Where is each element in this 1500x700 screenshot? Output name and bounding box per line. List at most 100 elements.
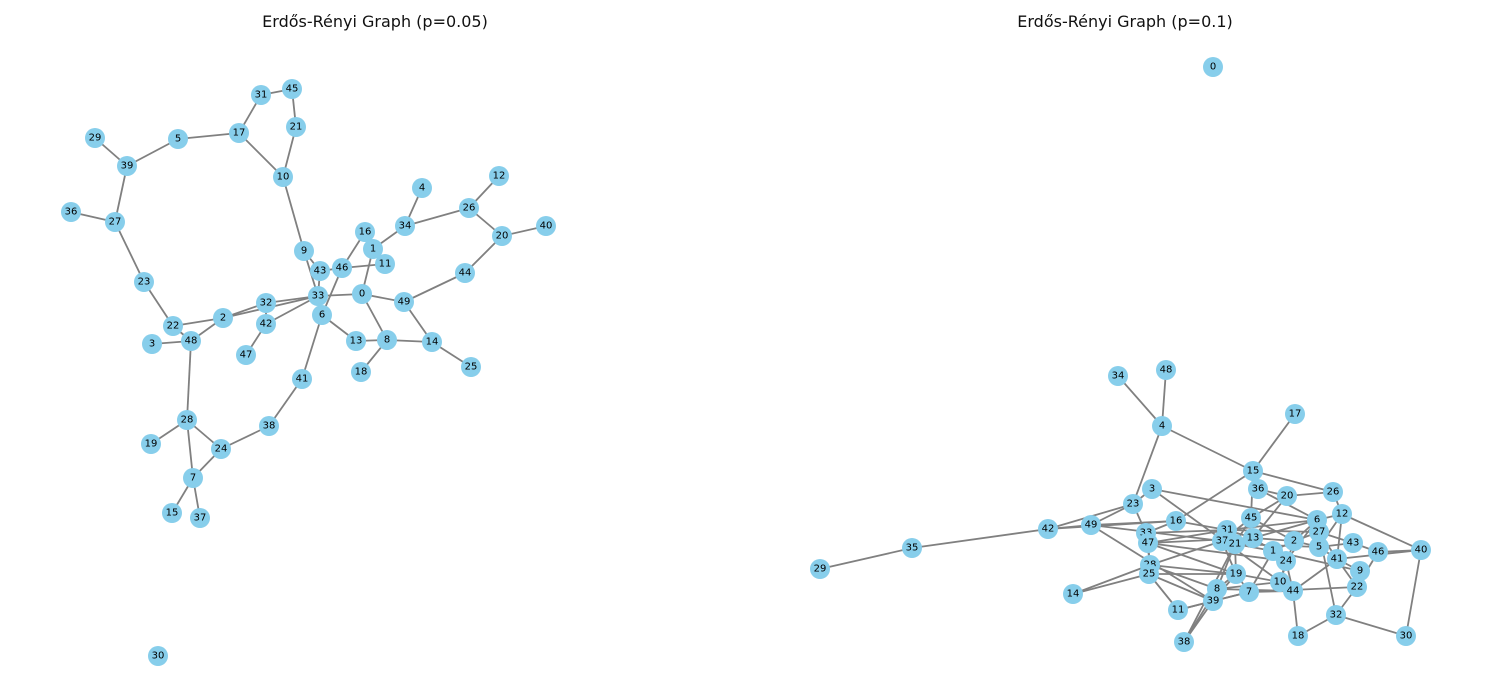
node-circle [395, 216, 415, 236]
node-circle [1226, 564, 1246, 584]
node-label: 33 [1140, 528, 1153, 539]
node-label: 1 [1270, 546, 1276, 557]
node-label: 20 [1281, 491, 1294, 502]
node-41: 41 [1327, 549, 1347, 569]
node-label: 16 [1170, 516, 1183, 527]
node-circle [536, 216, 556, 236]
node-26: 26 [459, 198, 479, 218]
node-circle [1285, 404, 1305, 424]
node-25: 25 [1139, 564, 1159, 584]
node-12: 12 [1332, 504, 1352, 524]
node-circle [1411, 540, 1431, 560]
graph-title-left: Erdős-Rényi Graph (p=0.05) [262, 12, 488, 31]
node-39: 39 [1203, 591, 1223, 611]
node-circle [1108, 366, 1128, 386]
node-circle [377, 330, 397, 350]
node-38: 38 [259, 416, 279, 436]
graph-panel-left: Erdős-Rényi Graph (p=0.05) 45 31 29 5 17 21 39… [61, 12, 556, 666]
node-41: 41 [292, 369, 312, 389]
node-label: 29 [814, 564, 827, 575]
node-label: 23 [1127, 499, 1140, 510]
node-label: 14 [1067, 589, 1080, 600]
node-circle [162, 503, 182, 523]
node-label: 8 [384, 335, 390, 346]
node-label: 39 [1207, 596, 1220, 607]
node-circle [1276, 551, 1296, 571]
node-circle [355, 222, 375, 242]
node-43: 43 [310, 261, 330, 281]
edge-34-4 [1117, 375, 1163, 427]
node-label: 46 [336, 263, 349, 274]
node-48: 48 [181, 331, 201, 351]
node-24: 24 [211, 439, 231, 459]
node-label: 37 [1216, 536, 1229, 547]
graph-title-right: Erdős-Rényi Graph (p=0.1) [1017, 12, 1233, 31]
node-2: 2 [1284, 531, 1304, 551]
node-label: 3 [149, 339, 155, 350]
node-label: 24 [215, 444, 228, 455]
node-40: 40 [536, 216, 556, 236]
node-43: 43 [1343, 533, 1363, 553]
edge-49-16 [1090, 520, 1177, 526]
node-49: 49 [1081, 515, 1101, 535]
node-label: 30 [152, 651, 165, 662]
node-label: 13 [1247, 533, 1260, 544]
node-49: 49 [394, 292, 414, 312]
node-45: 45 [282, 79, 302, 99]
node-label: 45 [1245, 513, 1258, 524]
node-0: 0 [352, 284, 372, 304]
node-23: 23 [134, 272, 154, 292]
node-circle [61, 202, 81, 222]
node-21: 21 [1225, 534, 1245, 554]
node-label: 15 [1247, 466, 1260, 477]
node-circle [1327, 549, 1347, 569]
node-circle [312, 305, 332, 325]
node-label: 34 [1112, 371, 1125, 382]
edge-4-23 [1132, 425, 1163, 505]
edge-32-30 [1335, 614, 1407, 637]
node-circle [308, 286, 328, 306]
node-circle [1174, 632, 1194, 652]
node-circle [1283, 581, 1303, 601]
node-34: 34 [395, 216, 415, 236]
node-circle [310, 261, 330, 281]
node-label: 11 [1172, 605, 1185, 616]
node-46: 46 [1368, 542, 1388, 562]
node-circle [1350, 561, 1370, 581]
node-17: 17 [1285, 404, 1305, 424]
node-label: 35 [906, 543, 919, 554]
node-circle [346, 331, 366, 351]
node-circle [422, 332, 442, 352]
node-circle [1081, 515, 1101, 535]
node-circle [1284, 531, 1304, 551]
node-circle [489, 166, 509, 186]
edge-35-29 [819, 547, 913, 570]
edge-39-25 [1148, 573, 1214, 602]
node-13: 13 [1243, 528, 1263, 548]
node-22: 22 [163, 316, 183, 336]
node-circle [902, 538, 922, 558]
node-circle [211, 439, 231, 459]
node-label: 49 [1085, 520, 1098, 531]
node-label: 2 [220, 313, 226, 324]
node-39: 39 [117, 156, 137, 176]
edge-31-47 [1147, 529, 1228, 544]
node-circle [394, 292, 414, 312]
node-20: 20 [1277, 486, 1297, 506]
node-circle [492, 226, 512, 246]
node-30: 30 [148, 646, 168, 666]
node-label: 41 [296, 374, 309, 385]
node-29: 29 [85, 128, 105, 148]
edge-17-15 [1252, 413, 1296, 472]
node-7: 7 [183, 468, 203, 488]
node-label: 47 [1142, 538, 1155, 549]
node-circle [292, 369, 312, 389]
node-circle [1309, 522, 1329, 542]
node-circle [1396, 626, 1416, 646]
node-circle [286, 117, 306, 137]
edge-31-27 [1226, 529, 1320, 533]
node-label: 19 [145, 439, 158, 450]
edge-41-6 [301, 314, 323, 380]
node-label: 28 [181, 415, 194, 426]
